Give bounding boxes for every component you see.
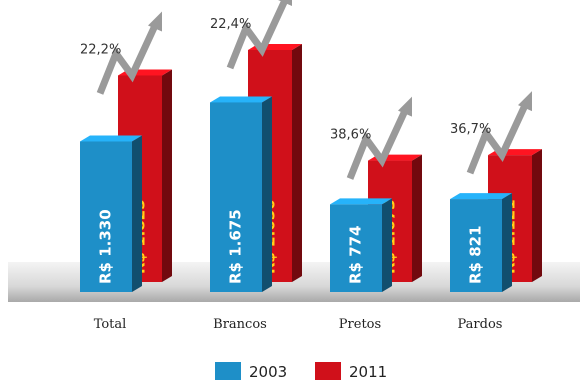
x-tick-label: Pretos [339, 317, 381, 332]
bar-side [382, 198, 392, 292]
trend-arrow [466, 101, 530, 175]
arrow-head [148, 11, 162, 32]
bar-top [210, 96, 272, 103]
bar-top [450, 193, 512, 200]
value-label: R$ 774 [347, 225, 365, 284]
legend-swatch [215, 362, 241, 380]
value-label: R$ 1.330 [97, 209, 115, 284]
bar-side [292, 44, 302, 282]
annotation: 22,4% [210, 17, 251, 32]
bar [330, 204, 382, 292]
value-label: R$ 821 [467, 225, 485, 284]
legend-label: 2011 [349, 363, 387, 381]
bar-side [162, 69, 172, 283]
arrow-head [398, 96, 412, 117]
arrow-head [278, 0, 292, 6]
bar-side [532, 149, 542, 282]
bar-side [502, 193, 512, 292]
bar [450, 199, 502, 292]
bar [80, 141, 132, 292]
bar-top [330, 198, 392, 205]
trend-arrow [96, 21, 160, 95]
x-tick-label: Brancos [213, 317, 267, 332]
trend-arrow [226, 0, 289, 70]
legend-swatch [315, 362, 341, 380]
bar-side [262, 96, 272, 292]
x-tick-label: Pardos [458, 317, 503, 332]
legend-label: 2003 [249, 363, 287, 381]
arrow-head [518, 91, 532, 112]
bar-side [412, 154, 422, 282]
trend-arrow [346, 107, 410, 180]
annotation: 22,2% [80, 42, 121, 57]
annotation: 38,6% [330, 128, 371, 143]
value-label: R$ 1.675 [227, 209, 245, 284]
x-tick-label: Total [94, 317, 127, 332]
bar-top [80, 135, 142, 142]
bar-side [132, 135, 142, 292]
bar [210, 102, 262, 292]
annotation: 36,7% [450, 122, 491, 137]
